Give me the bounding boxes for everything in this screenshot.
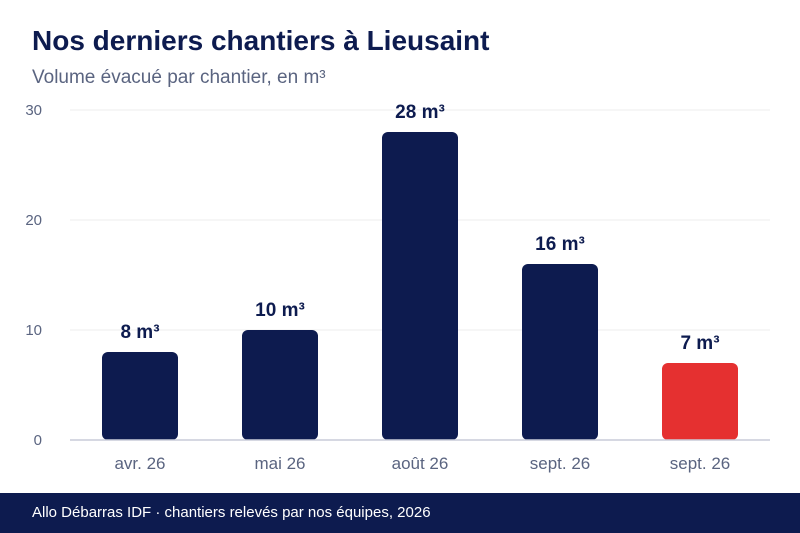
footer-bar: Allo Débarras IDF · chantiers relevés pa… <box>0 493 800 533</box>
bar <box>662 363 738 440</box>
y-tick-label: 0 <box>34 432 42 449</box>
y-tick-label: 30 <box>25 102 42 119</box>
bar <box>522 264 598 440</box>
x-tick-label: avr. 26 <box>114 454 165 473</box>
bar-value-label: 28 m³ <box>395 102 445 123</box>
footer-source: Allo Débarras IDF · chantiers relevés pa… <box>32 504 431 521</box>
y-tick-label: 20 <box>25 212 42 229</box>
chart-subtitle: Volume évacué par chantier, en m³ <box>32 67 326 88</box>
bar-value-label: 8 m³ <box>120 322 159 343</box>
x-tick-label: sept. 26 <box>670 454 731 473</box>
chart-title: Nos derniers chantiers à Lieusaint <box>32 25 490 56</box>
y-tick-label: 10 <box>25 322 42 339</box>
x-tick-label: sept. 26 <box>530 454 591 473</box>
bar-chart: 0 10 20 30 8 m³ avr. 26 10 m³ mai 26 28 m³ août 2… <box>25 102 770 473</box>
bar <box>102 352 178 440</box>
bar-value-label: 16 m³ <box>535 234 585 255</box>
x-tick-label: mai 26 <box>254 454 305 473</box>
x-tick-label: août 26 <box>392 454 449 473</box>
bar-value-label: 10 m³ <box>255 300 305 321</box>
bar-value-label: 7 m³ <box>680 333 719 354</box>
bar <box>242 330 318 440</box>
bar <box>382 132 458 440</box>
